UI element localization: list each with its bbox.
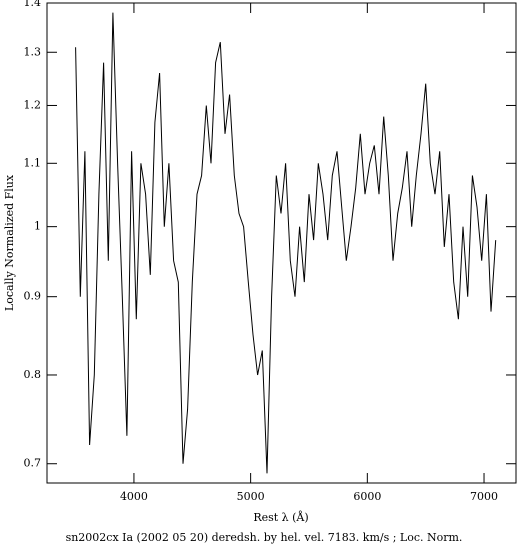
y-tick-label: 0.7 — [24, 457, 42, 470]
x-tick-label: 4000 — [120, 490, 148, 503]
y-tick-label: 1 — [34, 220, 41, 233]
chart-title: sn2002cx Ia (2002 05 20) deredsh. by hel… — [66, 531, 463, 544]
x-tick-label: 6000 — [353, 490, 381, 503]
x-tick-label: 7000 — [470, 490, 498, 503]
spectrum-line — [75, 12, 497, 474]
y-axis-label: Locally Normalized Flux — [3, 174, 16, 311]
x-tick-label: 5000 — [237, 490, 265, 503]
y-tick-label: 0.8 — [24, 368, 42, 381]
y-tick-label: 0.9 — [24, 290, 42, 303]
x-axis-label: Rest λ (Å) — [253, 510, 308, 524]
plot-frame — [46, 2, 517, 484]
y-tick-label: 1.1 — [24, 156, 42, 169]
y-tick-label: 1.2 — [24, 98, 42, 111]
y-tick-label: 1.4 — [24, 0, 42, 9]
y-tick-label: 1.3 — [24, 45, 42, 58]
